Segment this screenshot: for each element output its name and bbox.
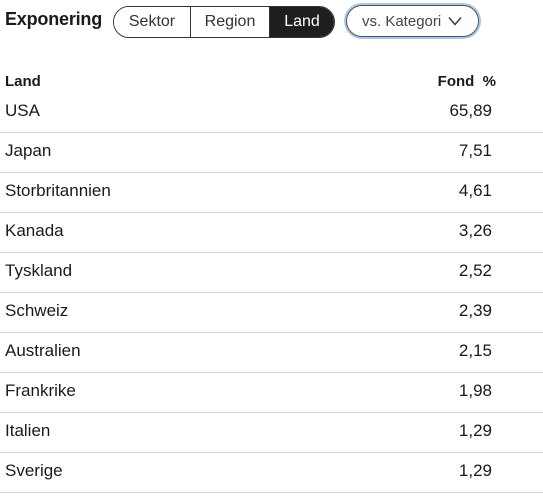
table-row: Australien 2,15 <box>0 333 543 373</box>
country-name: Frankrike <box>5 381 76 400</box>
table-row: Japan 7,51 <box>0 133 543 173</box>
fund-percent-value: 2,52 <box>458 261 492 280</box>
table-row: Sverige 1,29 <box>0 453 543 493</box>
country-table-body: USA 65,89 Japan 7,51 Storbritannien 4,61 Kanad… <box>0 93 543 493</box>
country-name: Kanada <box>5 221 64 240</box>
table-row: Storbritannien 4,61 <box>0 173 543 213</box>
chevron-down-icon <box>448 16 462 26</box>
comparison-dropdown[interactable]: vs. Kategori <box>346 5 479 37</box>
comparison-dropdown-label: vs. Kategori <box>362 12 442 30</box>
table-row: Schweiz 2,39 <box>0 293 543 333</box>
country-name: Tyskland <box>5 261 73 280</box>
fund-percent-value: 2,15 <box>458 341 492 360</box>
table-row: Frankrike 1,98 <box>0 373 543 413</box>
country-name: Sverige <box>5 461 63 480</box>
fund-percent-value: 1,29 <box>458 421 492 440</box>
fund-percent-value: 2,39 <box>458 301 492 320</box>
fund-percent-value: 1,98 <box>458 381 492 400</box>
country-name: Schweiz <box>5 301 69 320</box>
fund-percent-value: 7,51 <box>458 141 492 160</box>
fund-percent-value: 4,61 <box>458 181 492 200</box>
section-title: Exponering <box>5 9 103 29</box>
column-header-land: Land <box>5 73 41 90</box>
country-name: Italien <box>5 421 51 440</box>
segment-land-button[interactable]: Land <box>269 7 334 37</box>
fund-percent-value: 65,89 <box>449 101 492 120</box>
country-name: Japan <box>5 141 52 160</box>
table-row: USA 65,89 <box>0 93 543 133</box>
segment-sektor-button[interactable]: Sektor <box>114 7 190 37</box>
country-name: Australien <box>5 341 81 360</box>
fund-percent-value: 3,26 <box>458 221 492 240</box>
fund-percent-value: 1,29 <box>458 461 492 480</box>
segment-region-button[interactable]: Region <box>190 7 269 37</box>
country-name: Storbritannien <box>5 181 111 200</box>
exposure-segmented-control: Sektor Region Land <box>113 6 335 38</box>
country-name: USA <box>5 101 40 120</box>
table-row: Tyskland 2,52 <box>0 253 543 293</box>
table-row: Italien 1,29 <box>0 413 543 453</box>
table-header: Land Fond % <box>0 70 543 94</box>
column-header-fond-percent: Fond % <box>437 73 496 90</box>
exposure-header: Exponering Sektor Region Land vs. Katego… <box>0 0 543 46</box>
table-row: Kanada 3,26 <box>0 213 543 253</box>
